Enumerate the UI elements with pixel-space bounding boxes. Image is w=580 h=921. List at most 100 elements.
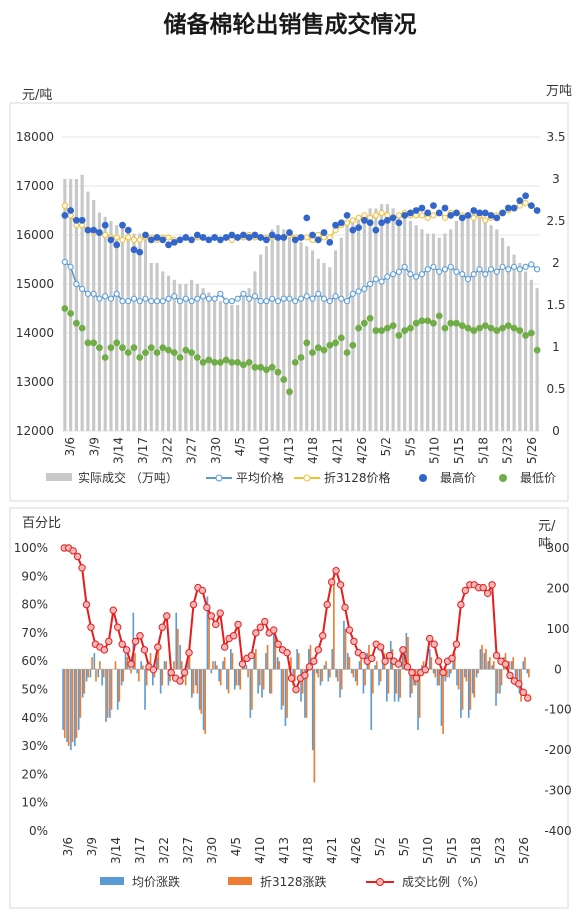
chart2-avg-change-bar xyxy=(526,669,529,674)
chart2-avg-change-bar xyxy=(269,669,271,694)
chart2-zhe-change-bar xyxy=(294,669,296,682)
chart1-low-price-point xyxy=(297,354,305,361)
chart2-avg-change-bar xyxy=(187,657,189,670)
chart2-ratio-point xyxy=(287,674,296,682)
chart1-avg-price-point xyxy=(355,288,362,295)
chart2-avg-change-bar xyxy=(93,653,96,670)
chart2-zhe-change-bar xyxy=(87,669,89,678)
chart1-x-tick: 4/5 xyxy=(233,437,247,456)
chart2-avg-change-bar xyxy=(105,669,107,722)
chart2-avg-change-bar xyxy=(475,669,478,678)
chart2-zhe-change-bar xyxy=(411,669,413,694)
chart2-avg-change-bar xyxy=(467,669,470,718)
chart1-low-price-point xyxy=(193,354,201,361)
chart2-zhe-change-bar xyxy=(446,669,448,678)
legend-label: 折3128涨跌 xyxy=(260,874,327,889)
chart1-high-price-point xyxy=(159,236,167,244)
chart2-avg-change-bar xyxy=(347,653,349,670)
chart2-avg-change-bar xyxy=(304,669,306,718)
chart2-y-tick-right: -200 xyxy=(544,743,571,757)
chart1-high-price-point xyxy=(263,236,270,244)
chart1-avg-price-point xyxy=(246,295,253,302)
chart2-ratio-point xyxy=(252,629,260,637)
chart1-volume-bar xyxy=(431,233,436,431)
chart2-avg-change-bar xyxy=(257,669,259,694)
chart2-frame xyxy=(9,507,569,909)
chart1-low-price-point xyxy=(522,332,530,339)
chart1-x-tick: 3/22 xyxy=(160,437,174,464)
chart1-high-price-point xyxy=(199,234,207,241)
chart1-x-tick: 3/9 xyxy=(87,437,101,456)
chart1-volume-bar xyxy=(477,216,482,431)
chart2-avg-change-bar xyxy=(155,657,158,670)
chart1-volume-bar xyxy=(391,208,395,431)
chart1-avg-price-point xyxy=(303,293,310,300)
chart1-volume-bar xyxy=(74,179,78,431)
chart1-high-price-point xyxy=(142,231,149,239)
chart2-zhe-change-bar xyxy=(278,661,281,670)
chart1-low-price-point xyxy=(136,354,144,361)
chart1-avg-price-point xyxy=(510,263,518,270)
chart1-avg-price-point xyxy=(269,295,276,302)
chart2-zhe-change-bar xyxy=(173,661,175,670)
chart2-avg-change-bar xyxy=(210,669,213,674)
chart2-zhe-change-bar xyxy=(317,669,320,678)
chart2-avg-change-bar xyxy=(354,669,357,682)
chart2-ratio-point xyxy=(238,660,247,668)
chart1-volume-bar xyxy=(506,246,510,431)
chart1-x-tick: 4/18 xyxy=(306,437,320,464)
chart1-legend: 实际成交 （万吨） 平均价格 折3128价格 最高价 最低价 xyxy=(46,470,556,485)
chart1-high-price-point xyxy=(147,236,155,244)
chart2-zhe-change-bar xyxy=(63,669,66,739)
chart2-ratio-point xyxy=(180,668,189,677)
chart2-ratio-point xyxy=(492,651,501,660)
chart1-avg-price-point xyxy=(113,290,120,297)
chart1-zhe-price-point xyxy=(395,212,403,219)
chart2-avg-change-bar xyxy=(175,612,178,670)
chart2-zhe-change-bar xyxy=(145,669,148,686)
chart2-zhe-change-bar xyxy=(438,669,440,686)
chart2-avg-change-bar xyxy=(487,661,490,670)
chart2-zhe-change-bar xyxy=(67,669,70,747)
chart1-volume-bar xyxy=(270,229,274,431)
chart1-low-price-point xyxy=(67,310,75,317)
chart1-volume-bar xyxy=(115,225,119,431)
chart1-x-tick: 4/21 xyxy=(330,437,344,464)
chart1-low-price-point xyxy=(291,359,299,366)
chart1-volume-bar xyxy=(282,229,286,431)
chart1-avg-price-point xyxy=(516,266,523,273)
chart1-high-price-point xyxy=(216,236,224,244)
chart2-y-tick-left: 60% xyxy=(21,654,48,668)
chart2-ratio-point xyxy=(430,640,438,648)
chart2-avg-change-bar xyxy=(311,669,314,751)
chart2-ratio-point xyxy=(448,654,456,663)
chart2-zhe-change-bar xyxy=(165,661,167,670)
chart2-y-tick-left: 100% xyxy=(14,541,48,555)
chart2-zhe-change-bar xyxy=(496,669,499,694)
chart2-avg-change-bar xyxy=(109,669,111,718)
chart1-avg-price-point xyxy=(102,293,109,300)
chart1-avg-price-point xyxy=(349,290,356,297)
chart1-volume-bar xyxy=(397,212,401,431)
chart2-zhe-change-bar xyxy=(500,669,503,686)
chart1-low-price-point xyxy=(360,319,368,327)
chart2-ratio-point xyxy=(229,632,238,640)
chart2-zhe-change-bar xyxy=(379,669,382,682)
chart2-avg-change-bar xyxy=(272,632,275,670)
chart2-zhe-change-bar xyxy=(212,661,214,670)
chart2-y-tick-left: 30% xyxy=(21,739,48,753)
chart2-avg-change-bar xyxy=(331,649,334,670)
chart2-zhe-change-bar xyxy=(461,669,464,710)
chart2-x-tick: 3/30 xyxy=(205,837,219,864)
chart2-avg-change-bar xyxy=(296,649,298,670)
chart2-avg-change-bar xyxy=(343,620,345,670)
chart2-avg-change-bar xyxy=(159,669,162,694)
chart1-high-price-point xyxy=(493,214,501,222)
chart1-avg-price-point xyxy=(142,295,149,302)
chart1-low-price-point xyxy=(211,359,219,366)
chart2-avg-change-bar xyxy=(483,653,486,670)
chart2-zhe-change-bar xyxy=(223,657,226,670)
chart2-avg-change-bar xyxy=(448,669,451,678)
